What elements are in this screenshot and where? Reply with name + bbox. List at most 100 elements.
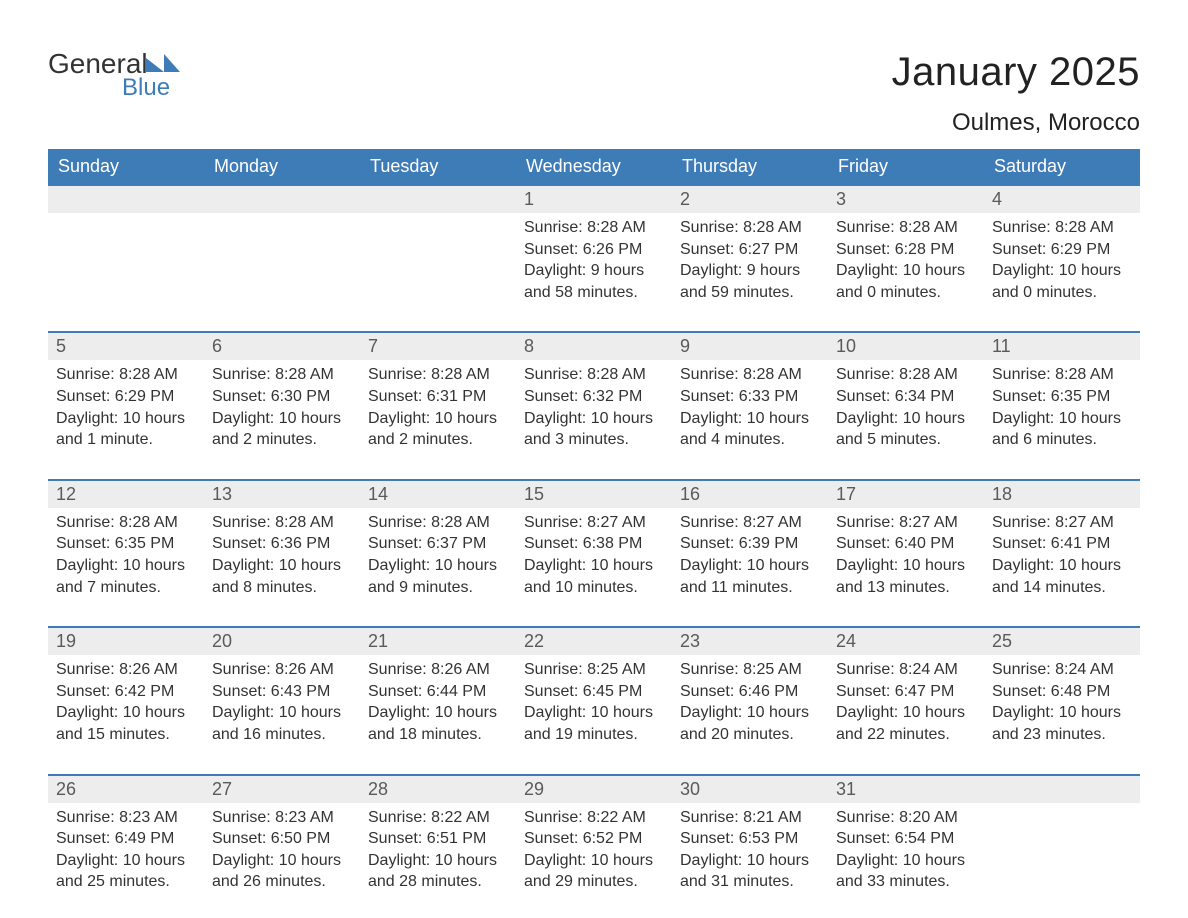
day-detail: Sunrise: 8:28 AMSunset: 6:37 PMDaylight:… (360, 508, 516, 626)
sunset-line: Sunset: 6:35 PM (992, 386, 1132, 408)
day-number: 25 (984, 628, 1140, 655)
daylight-line: Daylight: 10 hours and 20 minutes. (680, 702, 820, 745)
sunrise-line: Sunrise: 8:27 AM (680, 512, 820, 534)
sunset-line: Sunset: 6:37 PM (368, 533, 508, 555)
day-detail: Sunrise: 8:28 AMSunset: 6:33 PMDaylight:… (672, 360, 828, 478)
day-number (360, 186, 516, 213)
sunrise-line: Sunrise: 8:28 AM (368, 512, 508, 534)
day-number: 24 (828, 628, 984, 655)
sunrise-line: Sunrise: 8:28 AM (836, 364, 976, 386)
day-detail: Sunrise: 8:23 AMSunset: 6:50 PMDaylight:… (204, 803, 360, 905)
daynum-row: 12131415161718 (48, 481, 1140, 508)
detail-row: Sunrise: 8:23 AMSunset: 6:49 PMDaylight:… (48, 803, 1140, 905)
sunrise-line: Sunrise: 8:28 AM (680, 364, 820, 386)
daylight-line: Daylight: 10 hours and 28 minutes. (368, 850, 508, 893)
location: Oulmes, Morocco (892, 109, 1140, 137)
day-number: 27 (204, 776, 360, 803)
daylight-line: Daylight: 10 hours and 0 minutes. (992, 260, 1132, 303)
daylight-line: Daylight: 10 hours and 8 minutes. (212, 555, 352, 598)
daylight-line: Daylight: 10 hours and 11 minutes. (680, 555, 820, 598)
sunset-line: Sunset: 6:43 PM (212, 681, 352, 703)
day-detail: Sunrise: 8:28 AMSunset: 6:34 PMDaylight:… (828, 360, 984, 478)
daylight-line: Daylight: 10 hours and 26 minutes. (212, 850, 352, 893)
month-title: January 2025 (892, 50, 1140, 95)
sunrise-line: Sunrise: 8:23 AM (56, 807, 196, 829)
sunset-line: Sunset: 6:49 PM (56, 828, 196, 850)
daylight-line: Daylight: 10 hours and 0 minutes. (836, 260, 976, 303)
day-detail: Sunrise: 8:28 AMSunset: 6:35 PMDaylight:… (984, 360, 1140, 478)
day-number: 21 (360, 628, 516, 655)
sunrise-line: Sunrise: 8:24 AM (992, 659, 1132, 681)
day-detail (204, 213, 360, 331)
day-number: 6 (204, 333, 360, 360)
day-detail: Sunrise: 8:28 AMSunset: 6:36 PMDaylight:… (204, 508, 360, 626)
sunrise-line: Sunrise: 8:23 AM (212, 807, 352, 829)
day-number: 20 (204, 628, 360, 655)
sunrise-line: Sunrise: 8:27 AM (836, 512, 976, 534)
day-number: 11 (984, 333, 1140, 360)
daylight-line: Daylight: 10 hours and 25 minutes. (56, 850, 196, 893)
detail-row: Sunrise: 8:28 AMSunset: 6:35 PMDaylight:… (48, 508, 1140, 626)
weekday-tuesday: Tuesday (360, 149, 516, 184)
daynum-row: 19202122232425 (48, 628, 1140, 655)
sunset-line: Sunset: 6:53 PM (680, 828, 820, 850)
day-number: 7 (360, 333, 516, 360)
day-number: 12 (48, 481, 204, 508)
day-number: 4 (984, 186, 1140, 213)
sunrise-line: Sunrise: 8:26 AM (368, 659, 508, 681)
day-number: 14 (360, 481, 516, 508)
day-number: 26 (48, 776, 204, 803)
day-detail: Sunrise: 8:28 AMSunset: 6:27 PMDaylight:… (672, 213, 828, 331)
day-detail: Sunrise: 8:28 AMSunset: 6:31 PMDaylight:… (360, 360, 516, 478)
day-detail: Sunrise: 8:27 AMSunset: 6:41 PMDaylight:… (984, 508, 1140, 626)
day-detail: Sunrise: 8:27 AMSunset: 6:38 PMDaylight:… (516, 508, 672, 626)
sunrise-line: Sunrise: 8:28 AM (992, 217, 1132, 239)
detail-row: Sunrise: 8:28 AMSunset: 6:29 PMDaylight:… (48, 360, 1140, 478)
daylight-line: Daylight: 10 hours and 1 minute. (56, 408, 196, 451)
day-detail: Sunrise: 8:24 AMSunset: 6:47 PMDaylight:… (828, 655, 984, 773)
day-number: 9 (672, 333, 828, 360)
daylight-line: Daylight: 10 hours and 31 minutes. (680, 850, 820, 893)
daylight-line: Daylight: 9 hours and 58 minutes. (524, 260, 664, 303)
day-detail: Sunrise: 8:26 AMSunset: 6:43 PMDaylight:… (204, 655, 360, 773)
daylight-line: Daylight: 10 hours and 2 minutes. (212, 408, 352, 451)
day-number (48, 186, 204, 213)
sunset-line: Sunset: 6:45 PM (524, 681, 664, 703)
detail-row: Sunrise: 8:26 AMSunset: 6:42 PMDaylight:… (48, 655, 1140, 773)
day-number: 16 (672, 481, 828, 508)
weekday-saturday: Saturday (984, 149, 1140, 184)
sunset-line: Sunset: 6:52 PM (524, 828, 664, 850)
week-row: 12131415161718Sunrise: 8:28 AMSunset: 6:… (48, 479, 1140, 626)
sunrise-line: Sunrise: 8:25 AM (524, 659, 664, 681)
day-detail: Sunrise: 8:24 AMSunset: 6:48 PMDaylight:… (984, 655, 1140, 773)
weekday-friday: Friday (828, 149, 984, 184)
day-detail: Sunrise: 8:25 AMSunset: 6:46 PMDaylight:… (672, 655, 828, 773)
title-block: January 2025 Oulmes, Morocco (892, 50, 1140, 137)
day-number: 23 (672, 628, 828, 655)
day-number: 1 (516, 186, 672, 213)
daylight-line: Daylight: 10 hours and 2 minutes. (368, 408, 508, 451)
day-detail: Sunrise: 8:28 AMSunset: 6:26 PMDaylight:… (516, 213, 672, 331)
day-number: 18 (984, 481, 1140, 508)
day-number (984, 776, 1140, 803)
weekday-monday: Monday (204, 149, 360, 184)
logo-text: General Blue (48, 50, 180, 100)
weekday-sunday: Sunday (48, 149, 204, 184)
day-detail: Sunrise: 8:21 AMSunset: 6:53 PMDaylight:… (672, 803, 828, 905)
daylight-line: Daylight: 10 hours and 4 minutes. (680, 408, 820, 451)
sunset-line: Sunset: 6:32 PM (524, 386, 664, 408)
sunset-line: Sunset: 6:29 PM (992, 239, 1132, 261)
daynum-row: 1234 (48, 186, 1140, 213)
daylight-line: Daylight: 10 hours and 6 minutes. (992, 408, 1132, 451)
daylight-line: Daylight: 10 hours and 5 minutes. (836, 408, 976, 451)
day-detail (984, 803, 1140, 905)
daylight-line: Daylight: 10 hours and 18 minutes. (368, 702, 508, 745)
sunrise-line: Sunrise: 8:28 AM (992, 364, 1132, 386)
sunrise-line: Sunrise: 8:28 AM (212, 512, 352, 534)
sunrise-line: Sunrise: 8:27 AM (524, 512, 664, 534)
daylight-line: Daylight: 10 hours and 14 minutes. (992, 555, 1132, 598)
sunset-line: Sunset: 6:50 PM (212, 828, 352, 850)
day-detail (48, 213, 204, 331)
sunset-line: Sunset: 6:44 PM (368, 681, 508, 703)
sunrise-line: Sunrise: 8:28 AM (836, 217, 976, 239)
